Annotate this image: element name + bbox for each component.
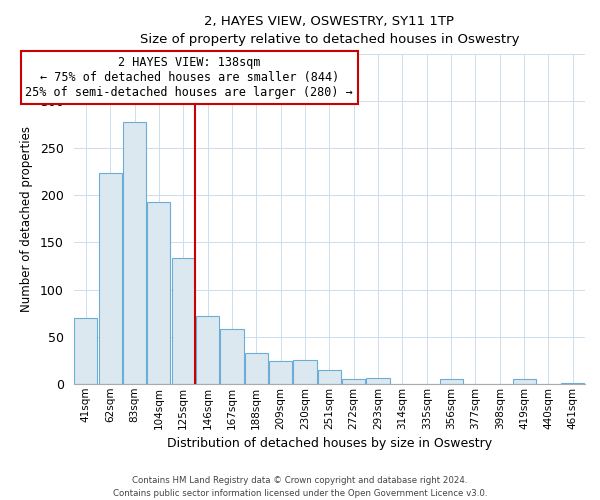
Bar <box>318 370 341 384</box>
Bar <box>148 202 170 384</box>
Bar <box>196 316 219 384</box>
Bar <box>293 360 317 384</box>
Bar <box>98 173 122 384</box>
Text: 2 HAYES VIEW: 138sqm
← 75% of detached houses are smaller (844)
25% of semi-deta: 2 HAYES VIEW: 138sqm ← 75% of detached h… <box>25 56 353 99</box>
Bar <box>561 383 584 384</box>
Text: Contains HM Land Registry data © Crown copyright and database right 2024.
Contai: Contains HM Land Registry data © Crown c… <box>113 476 487 498</box>
X-axis label: Distribution of detached houses by size in Oswestry: Distribution of detached houses by size … <box>167 437 492 450</box>
Bar <box>74 318 97 384</box>
Bar <box>269 361 292 384</box>
Bar <box>245 352 268 384</box>
Bar <box>440 379 463 384</box>
Y-axis label: Number of detached properties: Number of detached properties <box>20 126 33 312</box>
Title: 2, HAYES VIEW, OSWESTRY, SY11 1TP
Size of property relative to detached houses i: 2, HAYES VIEW, OSWESTRY, SY11 1TP Size o… <box>140 15 519 46</box>
Bar <box>512 379 536 384</box>
Bar <box>123 122 146 384</box>
Bar <box>367 378 389 384</box>
Bar <box>220 329 244 384</box>
Bar <box>172 258 195 384</box>
Bar <box>342 379 365 384</box>
